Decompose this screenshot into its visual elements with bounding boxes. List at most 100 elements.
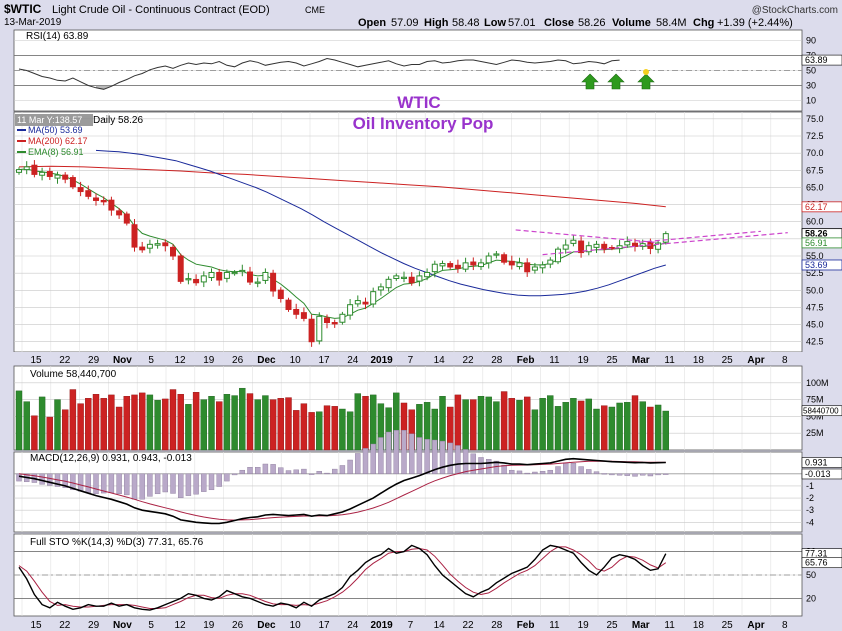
x-tick-label: 25 [722, 355, 734, 366]
hover-label: 11 Mar Y:138.57 [17, 115, 82, 125]
volume-bar [293, 410, 300, 451]
volume-bar [169, 389, 177, 451]
arrow-highlight-icon [643, 69, 649, 75]
candle-up [16, 169, 22, 173]
header-close-label: Close [544, 17, 574, 29]
candle-up [316, 315, 323, 342]
candle-up [370, 291, 377, 305]
sto-k-line [18, 544, 667, 611]
volume-bar [285, 397, 292, 451]
volume-bar [100, 398, 107, 451]
volume-bar [601, 405, 608, 451]
macd-histogram-bar [208, 473, 215, 491]
price-tick-label: 75.0 [806, 114, 824, 124]
candle-up [154, 243, 161, 246]
volume-bar [524, 396, 531, 451]
x-tick-label: 19 [203, 355, 215, 366]
volume-value-tag-label: 58440700 [803, 407, 839, 416]
macd-histogram-bar [116, 473, 122, 495]
volume-bar [262, 395, 269, 451]
rsi-tick-label: 90 [806, 36, 816, 46]
macd-histogram-bar [47, 473, 53, 486]
x-tick-label: 17 [318, 620, 330, 631]
volume-tick-label: 25M [806, 428, 824, 438]
macd-histogram-bar [85, 473, 92, 493]
x-tick-label: 22 [59, 355, 71, 366]
candle-down [470, 261, 477, 266]
annotation-title: WTIC [397, 93, 440, 112]
macd-histogram-bar [593, 471, 600, 475]
candle-up [655, 242, 662, 250]
candle-up [439, 263, 446, 267]
x-tick-label: Nov [113, 355, 132, 366]
x-tick-label: 15 [30, 620, 42, 631]
macd-histogram-bar [216, 473, 222, 487]
candle-up [570, 239, 577, 244]
rsi-line [18, 57, 620, 90]
candle-down [31, 164, 38, 175]
macd-histogram-bar [563, 462, 569, 475]
candle-down [131, 224, 138, 248]
volume-bar [508, 398, 515, 451]
candle-up [146, 243, 153, 249]
macd-histogram-bar [455, 445, 461, 475]
macd-histogram-bar [432, 439, 438, 475]
header-volume-label: Volume [612, 17, 651, 29]
price-tick-label: 45.0 [806, 320, 824, 330]
macd-histogram-bar [193, 473, 199, 495]
macd-histogram-bar [70, 473, 76, 491]
candle-down [77, 187, 84, 193]
x-tick-label: 15 [30, 355, 42, 366]
x-tick-label: 22 [59, 620, 71, 631]
volume-bar [593, 408, 600, 451]
candle-up [401, 276, 407, 279]
volume-bar [254, 399, 261, 451]
candle-down [100, 199, 107, 203]
volume-bar [354, 393, 361, 451]
up-arrow-icon [637, 73, 655, 90]
macd-histogram-bar [16, 473, 22, 482]
x-tick-label: 19 [578, 620, 590, 631]
x-axis-band [0, 617, 842, 631]
volume-bar [493, 401, 500, 451]
price-value-tag-label: 56.91 [805, 238, 828, 248]
macd-histogram-bar [439, 440, 446, 475]
volume-bar [231, 395, 238, 451]
x-tick-label: Dec [257, 620, 276, 631]
candle-up [385, 278, 392, 289]
candle-down [177, 255, 184, 282]
x-tick-label: 11 [549, 620, 560, 631]
macd-histogram-bar [262, 463, 269, 475]
x-tick-label: 19 [578, 355, 590, 366]
volume-bar [516, 400, 523, 451]
volume-bar [531, 409, 539, 451]
x-tick-label: 26 [232, 620, 244, 631]
macd-histogram-bar [524, 472, 530, 475]
candle-up [185, 278, 192, 281]
price-value-tag [801, 237, 842, 249]
candle-down [277, 289, 284, 300]
macd-histogram-bar [147, 473, 153, 497]
price-value-tag-label: 62.17 [805, 202, 828, 212]
volume-bar [162, 398, 169, 451]
macd-value-tag [801, 468, 842, 480]
x-tick-label: 25 [722, 620, 734, 631]
wedge-trendline [638, 230, 761, 243]
volume-bar [500, 391, 508, 451]
volume-bar [616, 402, 623, 451]
macd-histogram-bar [231, 473, 238, 476]
candle-up [339, 313, 346, 323]
macd-histogram-bar [555, 466, 561, 475]
candle-down [85, 190, 92, 197]
x-tick-label: Apr [747, 355, 764, 366]
macd-histogram-bar [93, 473, 99, 495]
header-exchange: CME [305, 5, 325, 15]
macd-value-tag-label: 0.931 [805, 458, 828, 468]
price-tick-label: 67.5 [806, 165, 824, 175]
macd-histogram-bar [416, 437, 423, 475]
header-chg-label: Chg [693, 17, 714, 29]
volume-bar [192, 392, 200, 451]
volume-bar [46, 416, 53, 451]
macd-histogram-bar [385, 431, 392, 475]
